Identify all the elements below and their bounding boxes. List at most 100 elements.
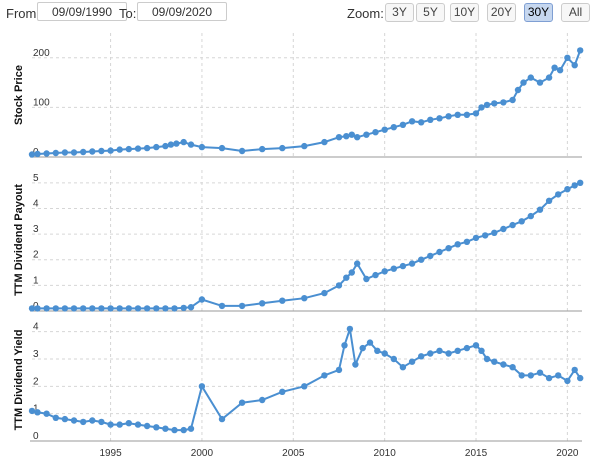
dividend-yield-data-point [70, 417, 78, 424]
stock-price-data-point [198, 143, 206, 151]
stock-price-data-point [173, 140, 180, 147]
stock-price-data-point [335, 134, 343, 141]
stock-price-data-point [390, 124, 397, 131]
stock-price-data-point [556, 67, 564, 74]
dividend-yield-data-point [445, 350, 452, 357]
dividend-yield-data-point [399, 364, 407, 371]
stock-price-data-point [381, 126, 388, 133]
dividend-yield-data-point [341, 342, 348, 349]
dividend-yield-data-point [187, 425, 195, 432]
dividend-payout-data-point [372, 271, 379, 279]
dividend-payout-data-point [418, 256, 425, 263]
dividend-payout-data-point [545, 197, 553, 204]
range-toolbar: From: To: Zoom: 3Y 5Y 10Y 20Y 30Y All [0, 0, 600, 26]
stock-price-y-axis-label: Stock Price [13, 65, 25, 125]
x-tick-label: 2005 [282, 448, 305, 459]
dividend-payout-data-point [98, 305, 105, 312]
dividend-yield-data-point [259, 396, 266, 404]
dividend-yield-data-point [545, 374, 553, 382]
dividend-yield-data-point [408, 358, 416, 365]
stock-price-data-point [180, 138, 187, 146]
dividend-yield-data-point [125, 420, 132, 427]
x-tick-label: 2010 [374, 448, 397, 459]
dividend-yield-y-tick-label: 2 [33, 376, 39, 387]
from-date-input[interactable] [37, 2, 127, 21]
to-date-input[interactable] [137, 2, 227, 21]
dividend-payout-data-point [463, 238, 471, 245]
dividend-payout-data-point [80, 305, 87, 312]
dividend-payout-data-point [301, 295, 308, 302]
dividend-payout-data-point [436, 248, 443, 256]
dividend-yield-data-point [571, 366, 578, 374]
stock-price-data-point [408, 118, 416, 125]
dividend-payout-series-line [32, 181, 581, 310]
dividend-payout-data-point [527, 212, 534, 220]
stock-price-data-point [577, 47, 584, 54]
dividend-yield-data-point [43, 410, 50, 417]
dividend-yield-data-point [463, 344, 471, 352]
stock-price-data-point [571, 61, 578, 69]
dividend-payout-y-tick-label: 5 [33, 173, 39, 184]
dividend-yield-data-point [89, 417, 96, 424]
dividend-payout-data-point [321, 289, 328, 297]
zoom-button-10y[interactable]: 10Y [450, 3, 479, 22]
stock-price-data-point [134, 145, 142, 152]
x-tick-label: 2000 [191, 448, 214, 459]
zoom-button-3y[interactable]: 3Y [385, 3, 414, 22]
dividend-payout-data-point [536, 206, 544, 213]
zoom-button-all[interactable]: All [561, 3, 590, 22]
from-label: From: [6, 6, 40, 21]
stock-price-data-point [167, 141, 175, 148]
stock-price-data-point [162, 142, 169, 150]
dividend-yield-y-tick-label: 3 [33, 349, 39, 360]
dividend-payout-data-point [335, 282, 343, 289]
dividend-payout-data-point [107, 305, 114, 312]
zoom-button-30y[interactable]: 30Y [524, 3, 553, 22]
dividend-payout-data-point [116, 305, 123, 312]
dividend-yield-data-point [107, 421, 114, 428]
stock-price-data-point [187, 141, 195, 148]
zoom-button-5y[interactable]: 5Y [416, 3, 445, 22]
dividend-yield-data-point [352, 361, 359, 368]
stock-price-y-tick-label: 200 [33, 48, 50, 59]
dividend-payout-data-point [198, 296, 206, 303]
dividend-payout-data-point [408, 260, 416, 267]
dividend-yield-data-point [301, 383, 308, 390]
dividend-yield-data-point [346, 325, 354, 333]
dividend-yield-data-point [555, 372, 562, 379]
dividend-payout-data-point [354, 260, 361, 267]
stock-price-data-point [259, 145, 266, 153]
stock-price-data-point [321, 138, 328, 146]
dividend-yield-data-point [527, 372, 534, 379]
stock-price-data-point [500, 99, 507, 106]
stock-price-data-point [116, 146, 123, 153]
dividend-payout-data-point [343, 274, 350, 281]
dividend-payout-data-point [509, 221, 516, 229]
stock-price-data-point [491, 100, 498, 107]
dividend-payout-y-tick-label: 3 [33, 224, 39, 235]
zoom-button-20y[interactable]: 20Y [487, 3, 516, 22]
stock-price-data-point [478, 104, 485, 111]
dividend-payout-y-axis-label: TTM Dividend Payout [13, 184, 25, 296]
dividend-payout-y-tick-label: 2 [33, 250, 39, 261]
dividend-yield-data-point [359, 344, 366, 352]
dividend-yield-data-point [577, 374, 584, 382]
stock-price-data-point [107, 147, 114, 154]
dividend-payout-y-tick-label: 1 [33, 275, 39, 286]
dividend-payout-data-point [390, 265, 397, 272]
dividend-yield-data-point [28, 407, 36, 415]
stock-price-data-point [454, 111, 461, 119]
dividend-yield-data-point [374, 347, 381, 354]
dividend-payout-data-point [363, 275, 370, 283]
dividend-yield-data-point [518, 372, 525, 379]
dividend-yield-data-point [218, 415, 226, 423]
dividend-yield-data-point [162, 425, 169, 432]
dividend-payout-data-point [571, 182, 578, 189]
stock-price-data-point [301, 142, 308, 150]
stock-price-data-point [509, 96, 516, 104]
dividend-yield-data-point [436, 347, 443, 354]
dividend-yield-data-point [509, 364, 516, 371]
dividend-yield-y-tick-label: 4 [33, 322, 39, 333]
dividend-yield-data-point [143, 422, 151, 430]
